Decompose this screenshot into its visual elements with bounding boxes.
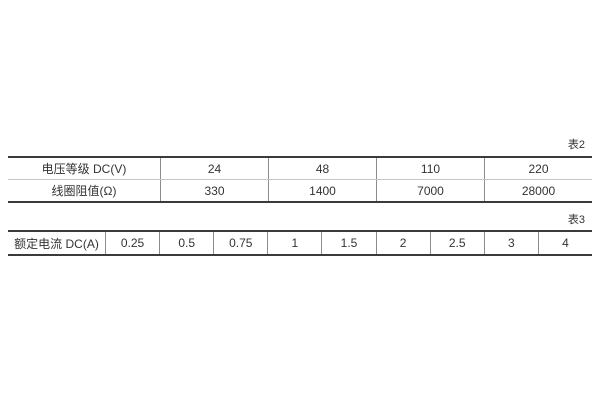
row-label-resistance: 线圈阻值(Ω) <box>51 184 117 198</box>
current-value-cell: 1 <box>267 232 321 254</box>
resistance-row: 线圈阻值(Ω) 330 1400 7000 28000 <box>8 179 592 201</box>
voltage-value-cell: 220 <box>484 158 592 179</box>
resistance-value-cell: 1400 <box>268 180 376 201</box>
current-value-cell: 3 <box>483 232 538 254</box>
current-value-cell: 4 <box>537 232 592 254</box>
voltage-coil-resistance-table: 电压等级 DC(V) 24 48 110 220 线圈阻值(Ω) 330 140… <box>8 156 592 203</box>
resistance-value-cell: 7000 <box>376 180 484 201</box>
resistance-value-cell: 28000 <box>484 180 592 201</box>
table3-caption: 表3 <box>567 214 585 226</box>
resistance-value-cell: 330 <box>160 180 268 201</box>
table2-caption: 表2 <box>567 139 585 151</box>
current-value-cell: 2.5 <box>429 232 484 254</box>
rated-current-table: 额定电流 DC(A) 0.25 0.5 0.75 1 1.5 2 2.5 3 4 <box>8 230 592 256</box>
voltage-value-cell: 110 <box>376 158 484 179</box>
rated-current-row: 额定电流 DC(A) 0.25 0.5 0.75 1 1.5 2 2.5 3 4 <box>8 232 592 254</box>
current-value-cell: 0.5 <box>159 232 213 254</box>
current-value-cell: 2 <box>375 232 430 254</box>
row-label-rated-current: 额定电流 DC(A) <box>14 236 99 251</box>
row-label-voltage: 电压等级 DC(V) <box>41 162 127 176</box>
current-value-cell: 1.5 <box>321 232 375 254</box>
current-value-cell: 0.25 <box>105 232 159 254</box>
current-value-cell: 0.75 <box>213 232 267 254</box>
voltage-value-cell: 24 <box>160 158 268 179</box>
voltage-row: 电压等级 DC(V) 24 48 110 220 <box>8 158 592 179</box>
voltage-value-cell: 48 <box>268 158 376 179</box>
